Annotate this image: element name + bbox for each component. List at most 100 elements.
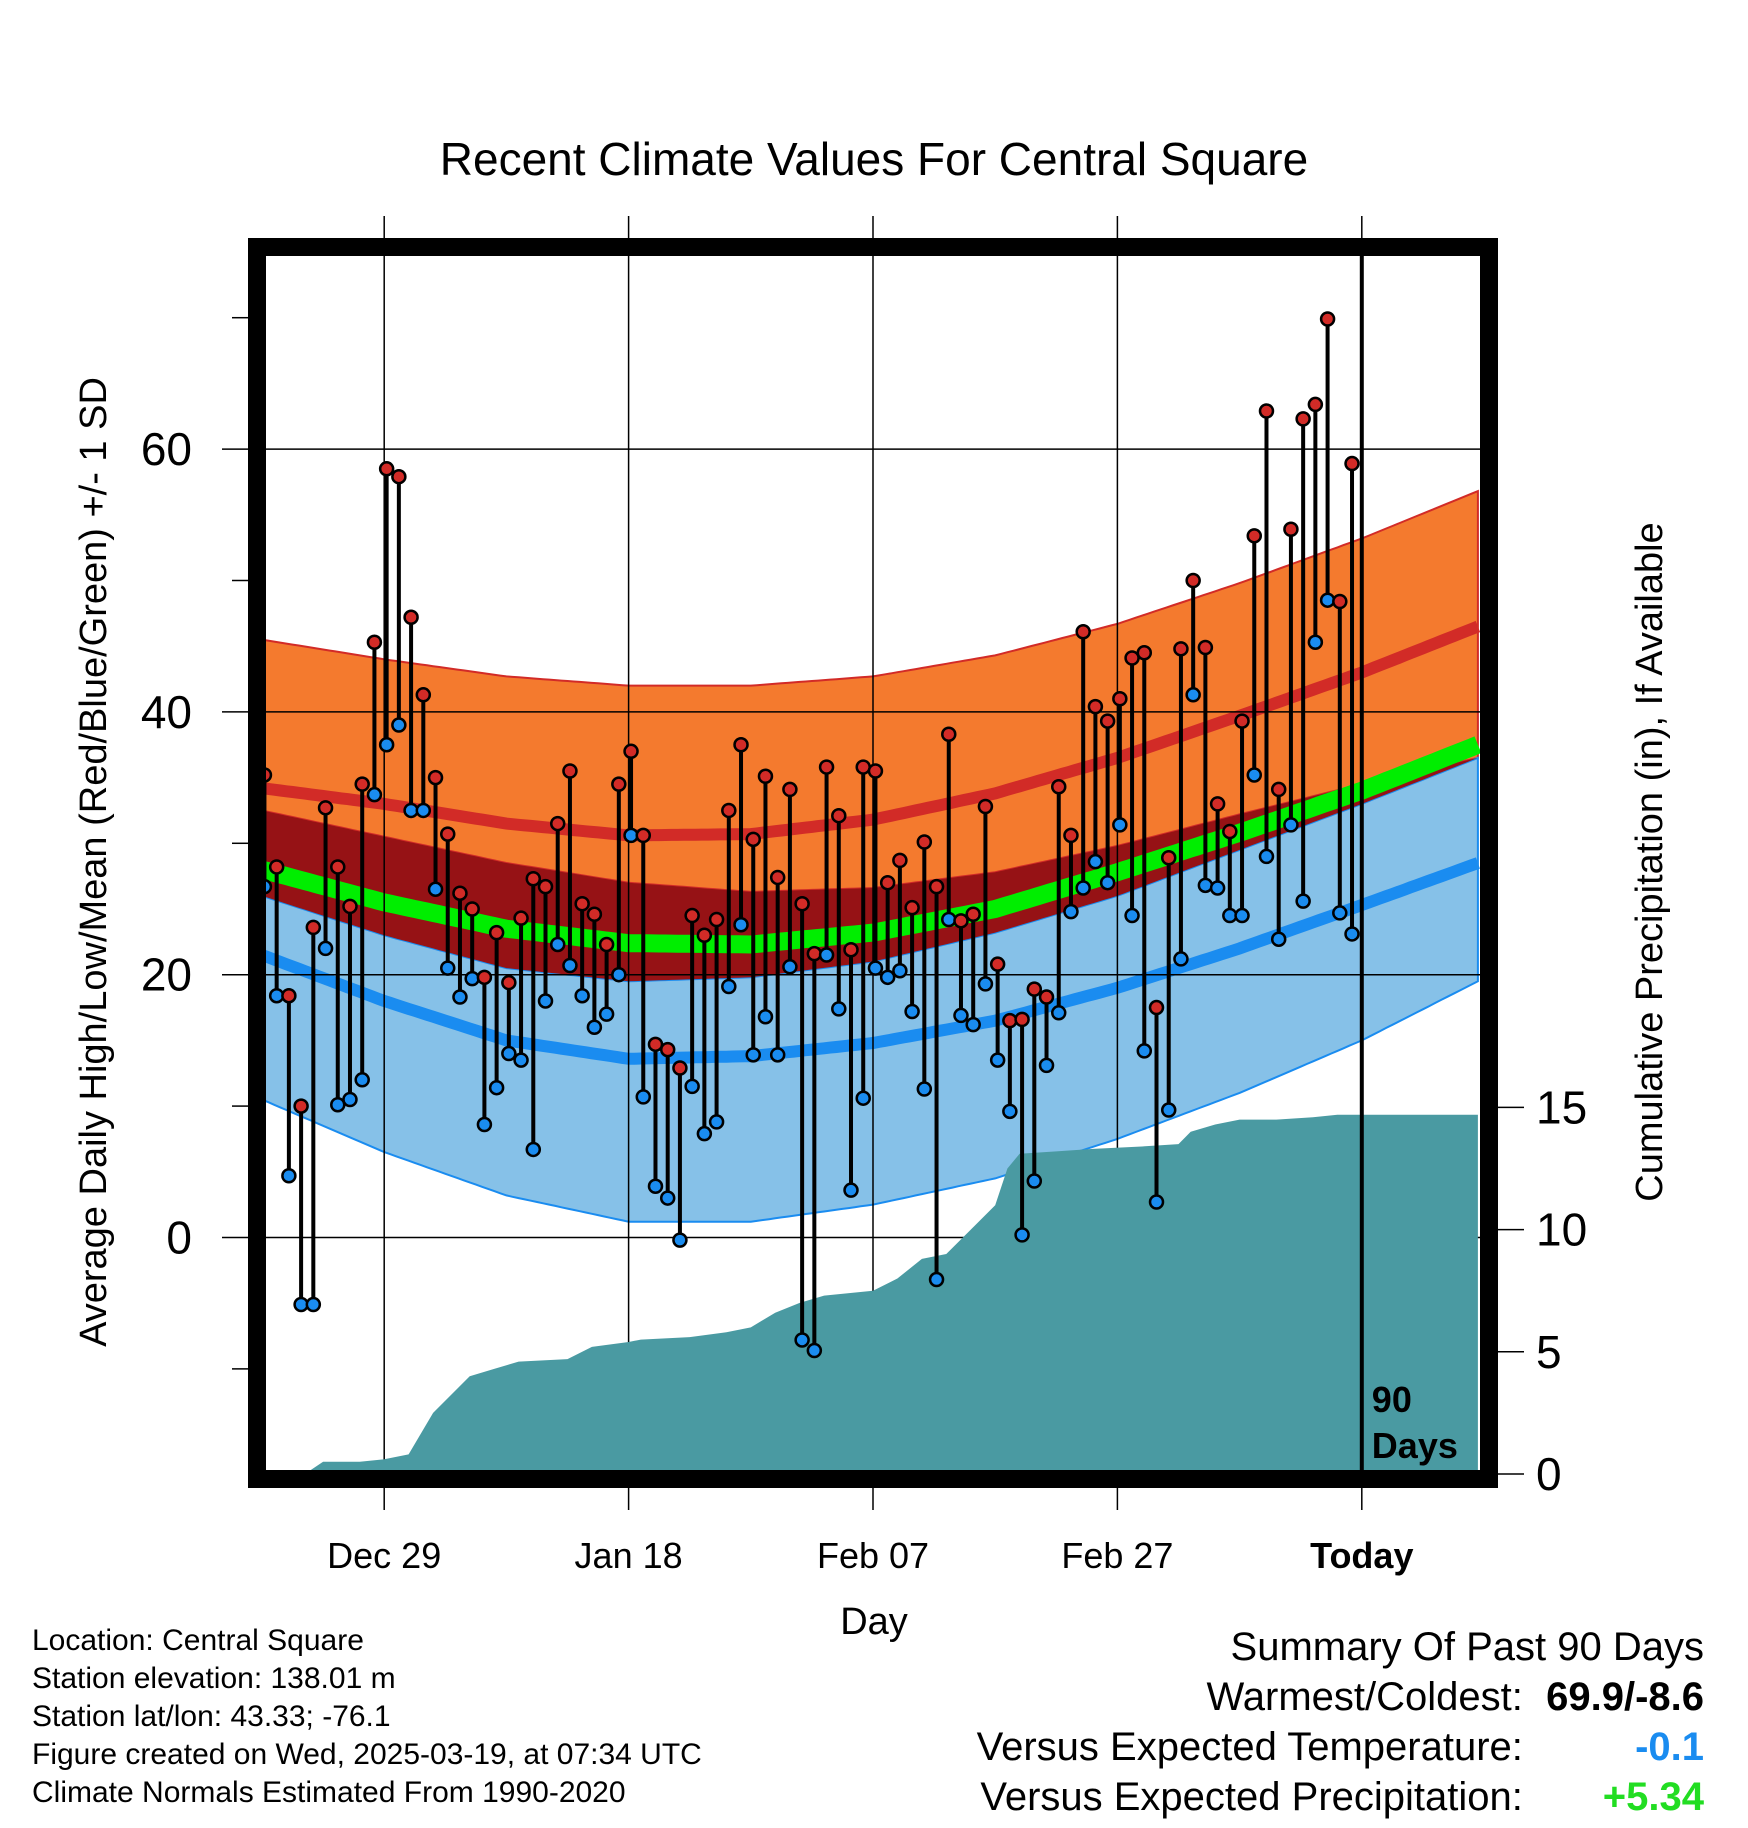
daily-low-point xyxy=(843,1182,859,1198)
y2-tick-label: 0 xyxy=(1536,1448,1562,1500)
daily-low-point xyxy=(769,1047,786,1063)
summary-heading: Summary Of Past 90 Days xyxy=(1230,1625,1704,1669)
daily-high-point xyxy=(941,726,957,742)
overlap-band xyxy=(262,757,1478,982)
daily-low-point xyxy=(953,1007,969,1024)
daily-low-point xyxy=(1014,1227,1030,1243)
daily-high-point xyxy=(525,871,542,887)
daily-high-point xyxy=(501,974,517,991)
daily-low-point xyxy=(1087,853,1104,870)
daily-high-point xyxy=(867,763,884,779)
daily-high-point xyxy=(672,1060,688,1076)
warmest-coldest-row: Warmest/Coldest: 69.9/-8.6 xyxy=(977,1672,1705,1722)
daily-low-point xyxy=(427,881,444,898)
daily-high-point xyxy=(818,759,835,775)
daily-high-point xyxy=(268,859,285,875)
daily-low-point xyxy=(488,1079,505,1096)
daily-low-point xyxy=(330,1097,346,1113)
daily-low-point xyxy=(989,1052,1006,1068)
precip-departure-label: Versus Expected Precipitation: xyxy=(980,1775,1523,1819)
daily-high-point xyxy=(439,826,456,842)
daily-high-point xyxy=(598,936,615,953)
daily-low-point xyxy=(1124,907,1140,924)
daily-high-point xyxy=(1075,623,1091,640)
daily-low-point xyxy=(647,1178,664,1194)
daily-high-point xyxy=(1160,849,1177,866)
daily-high-point xyxy=(611,776,627,792)
y-tick-label: 40 xyxy=(141,686,192,738)
daily-high-point xyxy=(989,956,1006,972)
daily-low-point xyxy=(476,1116,493,1133)
daily-high-point xyxy=(733,736,749,753)
daily-low-point xyxy=(1050,1005,1067,1021)
daily-high-point xyxy=(1209,796,1226,812)
daily-low-point xyxy=(928,1271,945,1288)
daily-high-point xyxy=(1270,781,1287,798)
y2-tick-label: 10 xyxy=(1536,1204,1587,1256)
daily-low-point xyxy=(391,717,407,733)
daily-high-point xyxy=(317,800,334,816)
daily-low-point xyxy=(892,962,908,979)
precip-area xyxy=(262,1114,1478,1474)
daily-high-point xyxy=(476,969,493,986)
daily-high-point xyxy=(1050,779,1067,795)
daily-low-point xyxy=(366,786,383,803)
daily-low-point xyxy=(1319,592,1336,608)
y-tick-label: 20 xyxy=(141,949,192,1001)
daily-high-point xyxy=(1148,999,1165,1016)
daily-low-point xyxy=(977,976,994,992)
daily-low-point xyxy=(439,960,456,976)
summary-panel: Summary Of Past 90 Days Warmest/Coldest:… xyxy=(977,1622,1704,1822)
daily-low-point xyxy=(831,1001,847,1017)
daily-low-point xyxy=(757,1008,774,1025)
daily-high-point xyxy=(330,859,346,875)
daily-low-point xyxy=(794,1332,810,1348)
daily-high-point xyxy=(1234,713,1250,729)
daily-low-point xyxy=(696,1125,713,1142)
daily-high-point xyxy=(305,919,322,936)
daily-high-point xyxy=(1026,981,1043,997)
daily-high-point xyxy=(403,609,419,626)
daily-low-point xyxy=(1307,634,1324,651)
daily-high-point xyxy=(1124,650,1140,666)
daily-high-point xyxy=(293,1098,309,1114)
daily-high-point xyxy=(757,768,774,785)
daily-low-point xyxy=(1270,931,1287,947)
daily-high-point xyxy=(1038,989,1055,1005)
y-tick-label: 0 xyxy=(166,1211,192,1263)
daily-high-point xyxy=(1319,311,1336,327)
normals-text: Climate Normals Estimated From 1990-2020 xyxy=(32,1776,626,1809)
y-tick-label: 60 xyxy=(141,423,192,475)
daily-low-point xyxy=(1026,1173,1043,1189)
daily-high-point xyxy=(684,907,700,924)
daily-high-point xyxy=(623,743,639,760)
daily-low-point xyxy=(782,959,798,975)
daily-high-point xyxy=(1087,698,1104,715)
daily-low-point xyxy=(941,911,957,928)
daily-high-point xyxy=(721,802,737,819)
daily-low-point xyxy=(378,736,395,753)
daily-low-point xyxy=(635,1089,652,1105)
daily-high-point xyxy=(427,769,444,786)
daily-low-point xyxy=(525,1141,542,1158)
daily-high-point xyxy=(1002,1012,1018,1029)
daily-low-point xyxy=(1234,907,1250,924)
daily-high-point xyxy=(354,776,370,792)
daily-high-point xyxy=(452,885,468,901)
daily-high-point xyxy=(1136,645,1153,661)
daily-high-point xyxy=(281,987,297,1004)
daily-high-point xyxy=(1185,572,1201,589)
daily-high-point xyxy=(977,798,994,815)
daily-high-point xyxy=(1295,411,1311,427)
x-axis-title: Day xyxy=(840,1601,908,1643)
daily-low-point xyxy=(806,1342,823,1359)
daily-high-point xyxy=(464,901,480,917)
daily-low-point xyxy=(879,969,896,986)
daily-low-point xyxy=(611,966,627,983)
daily-low-point xyxy=(562,957,578,974)
daily-high-point xyxy=(1344,455,1360,472)
daily-low-point xyxy=(916,1081,933,1097)
daily-low-point xyxy=(1136,1043,1153,1059)
daily-low-point xyxy=(1295,893,1311,909)
